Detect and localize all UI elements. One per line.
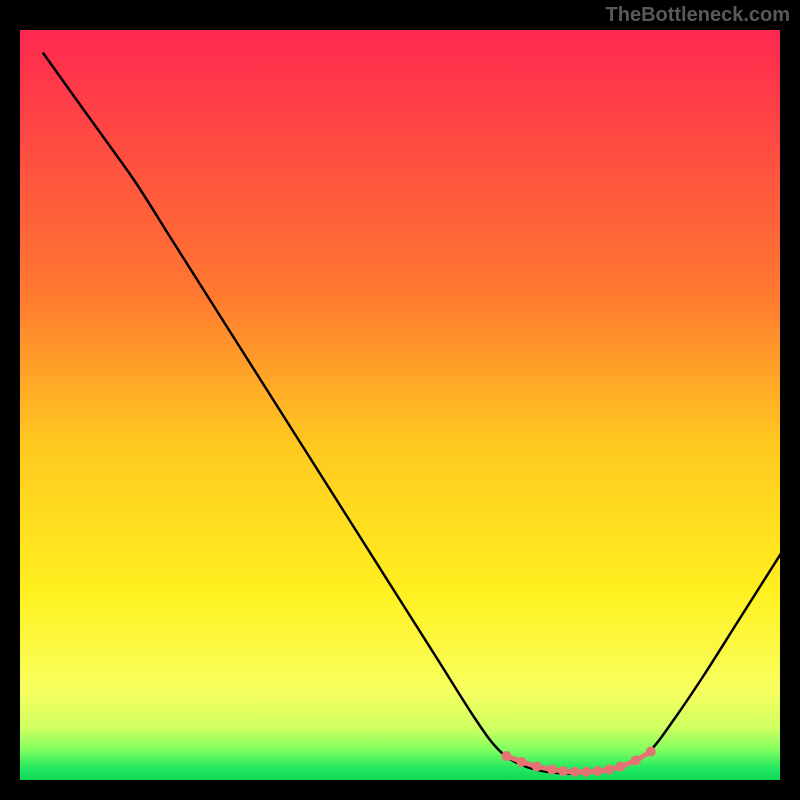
chart-container: TheBottleneck.com	[0, 0, 800, 800]
marker-point	[593, 766, 603, 776]
marker-point	[517, 757, 527, 767]
marker-point	[604, 765, 614, 775]
watermark-text: TheBottleneck.com	[606, 4, 790, 27]
marker-point	[547, 765, 557, 775]
marker-point	[570, 767, 580, 777]
marker-point	[501, 751, 511, 761]
chart-svg	[20, 30, 780, 780]
plot-area	[20, 30, 780, 780]
marker-point	[615, 762, 625, 772]
marker-point	[631, 756, 641, 766]
marker-point	[646, 747, 656, 757]
marker-point	[581, 767, 591, 777]
gradient-background	[20, 30, 780, 780]
marker-point	[532, 762, 542, 772]
marker-point	[558, 766, 568, 776]
